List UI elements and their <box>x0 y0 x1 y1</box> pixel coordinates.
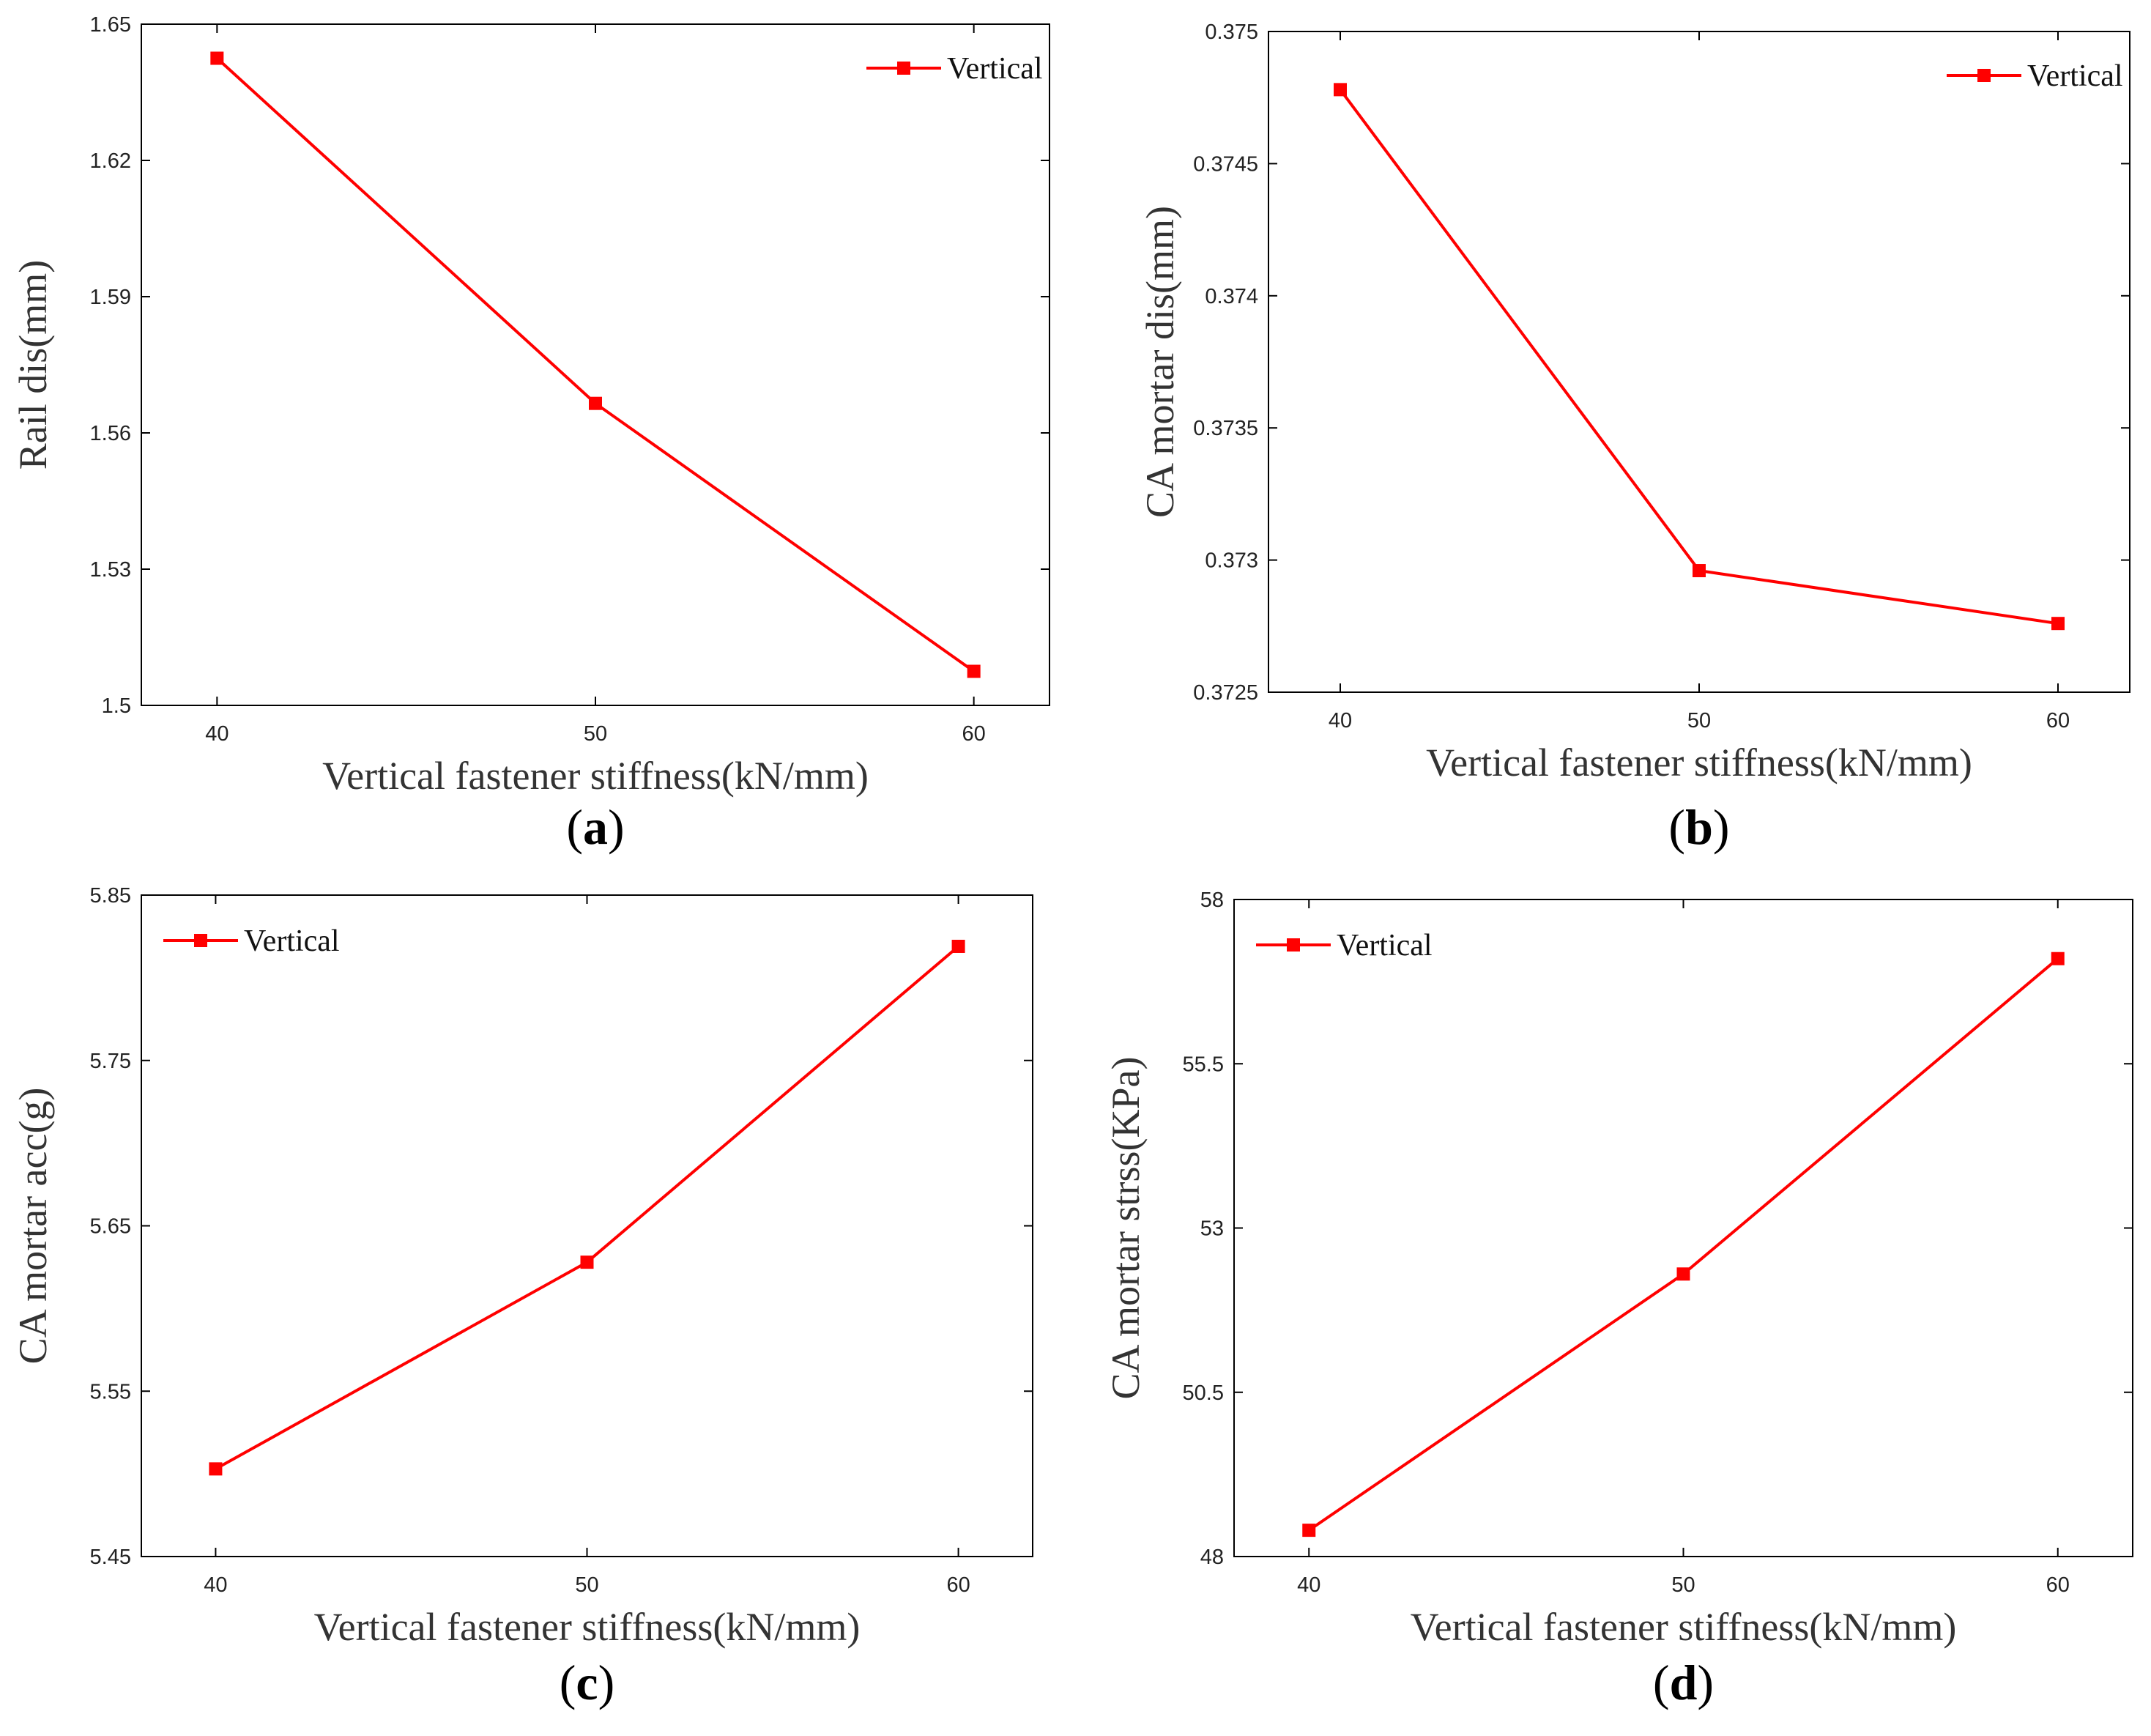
chart-b-y-tick-label: 0.374 <box>1205 285 1258 308</box>
chart-b-plot-frame <box>1268 31 2130 693</box>
chart-a-y-tick-label: 1.56 <box>90 422 131 445</box>
chart-d-data-point <box>1302 1524 1316 1537</box>
chart-a-x-tick-label: 60 <box>962 722 986 746</box>
chart-b-caption-letter: b <box>1685 799 1713 855</box>
chart-a-y-axis-label: Rail dis(mm) <box>11 260 55 470</box>
chart-c-series-line <box>215 945 959 1471</box>
chart-d-x-axis-label: Vertical fastener stiffness(kN/mm) <box>1411 1605 1957 1649</box>
chart-c-x-tick-label: 50 <box>575 1573 598 1597</box>
chart-d-y-tick-label: 55.5 <box>1183 1053 1224 1076</box>
chart-d-data-point <box>1676 1267 1690 1281</box>
chart-d-y-axis-label: CA mortar strss(KPa) <box>1104 1057 1148 1400</box>
chart-b-y-tick-label: 0.373 <box>1205 549 1258 573</box>
chart-d-x-tick-label: 60 <box>2046 1573 2070 1597</box>
chart-a-data-point <box>967 664 981 678</box>
chart-c-data-point <box>580 1255 594 1269</box>
chart-c-x-tick-label: 40 <box>204 1573 227 1597</box>
chart-b-y-tick-label: 0.3735 <box>1193 417 1258 440</box>
chart-d-legend-marker <box>1287 938 1300 952</box>
chart-a-x-tick-label: 40 <box>205 722 229 746</box>
chart-c-y-tick-label: 5.75 <box>90 1050 131 1073</box>
chart-panel-d: 40 50 60 48 50.5 53 55.5 58 Vertical fastener st… <box>1104 889 2133 1710</box>
chart-a-series-line <box>215 57 975 673</box>
chart-panel-b: 40 50 60 0.3725 0.373 0.3735 0.374 0.3745 0.375 V… <box>1138 21 2130 855</box>
chart-a-caption-letter: a <box>583 799 608 855</box>
chart-a-data-point <box>210 51 224 65</box>
chart-d-plot-frame <box>1233 899 2133 1557</box>
chart-c-legend-label: Vertical <box>244 924 340 958</box>
chart-d-y-tick-label: 53 <box>1200 1217 1224 1241</box>
chart-b-y-tick-label: 0.3725 <box>1193 681 1258 705</box>
chart-d-legend-label: Vertical <box>1337 929 1433 962</box>
chart-a-y-tick-label: 1.59 <box>90 286 131 309</box>
chart-d-x-tick-label: 50 <box>1671 1573 1695 1597</box>
chart-panel-c: 40 50 60 5.45 5.55 5.65 5.75 5.85 Vertical faste… <box>11 884 1033 1710</box>
chart-a-legend: Vertical <box>866 52 1043 86</box>
chart-b-data-point <box>1693 564 1706 578</box>
chart-b-legend-label: Vertical <box>2027 59 2123 93</box>
chart-c-y-axis-label: CA mortar acc(g) <box>11 1088 55 1365</box>
chart-d-caption: (d) <box>1653 1655 1714 1710</box>
chart-b-legend: Vertical <box>1947 59 2123 93</box>
chart-c-x-axis-label: Vertical fastener stiffness(kN/mm) <box>314 1605 861 1649</box>
chart-a-caption: (a) <box>566 799 624 855</box>
chart-d-y-tick-label: 48 <box>1200 1546 1224 1569</box>
chart-c-y-tick-label: 5.55 <box>90 1380 131 1403</box>
chart-a-data-point <box>589 396 602 410</box>
chart-b-y-tick-label: 0.3745 <box>1193 152 1258 176</box>
chart-d-y-tick-label: 50.5 <box>1183 1381 1224 1405</box>
chart-c-caption: (c) <box>560 1655 615 1710</box>
chart-c-y-tick-label: 5.65 <box>90 1215 131 1239</box>
chart-a-x-tick-label: 50 <box>584 722 607 746</box>
chart-b-series-line <box>1339 89 2059 626</box>
chart-d-x-tick-label: 40 <box>1297 1573 1320 1597</box>
chart-d-y-tick-label: 58 <box>1200 889 1224 912</box>
chart-c-legend-marker <box>194 934 207 947</box>
chart-b-caption: (b) <box>1668 799 1729 855</box>
chart-a-y-tick-label: 1.62 <box>90 149 131 173</box>
chart-a-x-axis-label: Vertical fastener stiffness(kN/mm) <box>322 754 869 798</box>
chart-b-data-point <box>2051 617 2065 631</box>
chart-b-legend-marker <box>1977 69 1991 82</box>
chart-c-data-point <box>209 1462 223 1476</box>
chart-c-y-tick-label: 5.45 <box>90 1546 131 1569</box>
chart-d-data-point <box>2051 952 2065 965</box>
chart-c-data-point <box>951 939 965 953</box>
chart-a-legend-marker <box>897 62 910 75</box>
chart-b-x-tick-label: 50 <box>1687 709 1711 732</box>
chart-b-y-axis-label: CA mortar dis(mm) <box>1138 206 1182 518</box>
chart-c-caption-letter: c <box>576 1655 598 1710</box>
chart-a-y-tick-label: 1.53 <box>90 558 131 582</box>
chart-a-plot-frame <box>141 23 1050 706</box>
chart-b-x-tick-label: 60 <box>2046 709 2070 732</box>
chart-d-series-line <box>1308 957 2059 1532</box>
chart-b-x-tick-label: 40 <box>1329 709 1352 732</box>
chart-b-x-axis-label: Vertical fastener stiffness(kN/mm) <box>1426 741 1972 784</box>
chart-panel-a: 40 50 60 1.5 1.53 1.56 1.59 1.62 1.65 Vertical fa… <box>11 13 1050 855</box>
chart-c-x-tick-label: 60 <box>946 1573 970 1597</box>
chart-a-legend-label: Vertical <box>947 52 1043 86</box>
chart-b-data-point <box>1334 83 1347 97</box>
chart-b-y-tick-label: 0.375 <box>1205 21 1258 44</box>
chart-d-caption-letter: d <box>1670 1655 1698 1710</box>
chart-c-legend: Vertical <box>163 924 340 958</box>
chart-d-legend: Vertical <box>1256 929 1433 962</box>
chart-a-y-tick-label: 1.5 <box>102 694 131 718</box>
chart-c-y-tick-label: 5.85 <box>90 884 131 908</box>
chart-c-plot-frame <box>141 894 1033 1557</box>
chart-a-y-tick-label: 1.65 <box>90 13 131 37</box>
